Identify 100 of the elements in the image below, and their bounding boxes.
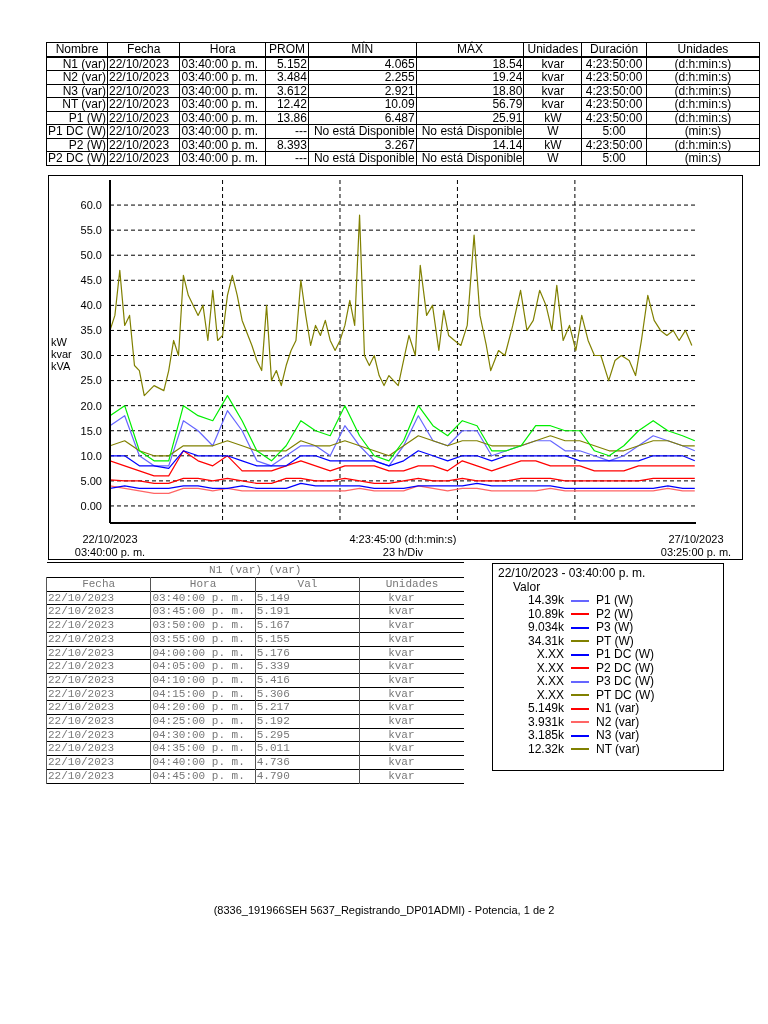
text: W [523, 124, 582, 138]
text: 6.487 [308, 110, 417, 125]
text: 03:40:00 p. m. [179, 83, 266, 98]
text: 04:30:00 p. m. [150, 728, 256, 742]
text: 22/10/2023 [46, 687, 151, 701]
text: P2 DC (W) [46, 151, 108, 165]
text: 22/10/2023 [107, 70, 180, 84]
text: X.XX [535, 660, 564, 675]
line-series [110, 410, 696, 467]
text: 04:40:00 p. m. [150, 755, 256, 770]
y-tick-label: 10.0 [80, 449, 102, 462]
text: Unidades [646, 42, 760, 57]
text: 4:23:50:00 [581, 70, 647, 84]
text: 22/10/2023 [107, 83, 180, 98]
text: 22/10/2023 [46, 618, 151, 633]
text: 22/10/2023 [107, 110, 180, 125]
text: kvar [359, 741, 464, 756]
text: Fecha [107, 42, 180, 57]
text: 22/10/2023 [46, 604, 151, 619]
text: 03:50:00 p. m. [150, 618, 256, 633]
text: 18.54 [416, 56, 524, 71]
text: 22/10/2023 [46, 714, 151, 729]
text: 13.86 [265, 110, 309, 125]
text: Fecha [46, 577, 151, 592]
text: No está Disponible [308, 124, 417, 138]
text: 03:40:00 p. m. [179, 70, 266, 84]
text: 03:40:00 p. m. [179, 56, 266, 71]
x-tick-label: 27/10/2023 03:25:00 p. m. [660, 533, 732, 558]
y-tick-label: 15.0 [80, 424, 102, 437]
line-series [110, 395, 696, 462]
text: (min:s) [646, 151, 760, 165]
text: Nombre [46, 42, 108, 57]
text: kvar [523, 83, 582, 98]
text: (d:h:min:s) [646, 83, 760, 98]
text: 04:25:00 p. m. [150, 714, 256, 729]
text: 4:23:50:00 [581, 83, 647, 98]
text: 22/10/2023 [46, 632, 151, 647]
text: 22/10/2023 [46, 755, 151, 770]
text: 22/10/2023 [107, 124, 180, 138]
text: 3.484 [265, 70, 309, 84]
text: 22/10/2023 [46, 700, 151, 715]
text: kW [523, 137, 582, 152]
text: kvar [359, 591, 464, 605]
text: kvar [359, 604, 464, 619]
text: 4:23:50:00 [581, 56, 647, 71]
text: 9.034k [526, 620, 564, 635]
text: kvar [359, 714, 464, 729]
line-series [110, 450, 696, 477]
text: 4.736 [255, 755, 360, 770]
text: 5.155 [255, 632, 360, 647]
text: 5.167 [255, 618, 360, 633]
text: 5.306 [255, 687, 360, 701]
text: No está Disponible [308, 151, 417, 165]
text: kvar [359, 632, 464, 647]
line-series [110, 485, 696, 495]
text: 5.191 [255, 604, 360, 619]
text: 4:23:50:00 [581, 137, 647, 152]
text: P1 DC (W) [46, 124, 108, 138]
text: 22/10/2023 [46, 646, 151, 660]
legend-title: 22/10/2023 - 03:40:00 p. m. [498, 566, 647, 581]
text: 03:45:00 p. m. [150, 604, 256, 619]
text: Hora [179, 42, 266, 57]
text: 5.149 [255, 591, 360, 605]
text: kvar [359, 646, 464, 660]
line-series [110, 450, 696, 469]
text: Unidades [359, 577, 464, 592]
text: 03:40:00 p. m. [179, 151, 266, 165]
text: 04:35:00 p. m. [150, 741, 256, 756]
text: 03:40:00 p. m. [179, 137, 266, 152]
text: 34.31k [526, 633, 564, 648]
text: kvar [359, 700, 464, 715]
text: N1 (var) (var) [46, 562, 464, 578]
text: kvar [359, 659, 464, 674]
text: 03:40:00 p. m. [150, 591, 256, 605]
text: X.XX [535, 647, 564, 662]
text: 5.416 [255, 673, 360, 688]
text: 22/10/2023 [107, 151, 180, 165]
text: 4.065 [308, 56, 417, 71]
y-tick-label: 5.00 [80, 474, 102, 487]
legend-label: P2 (W) [596, 606, 634, 621]
text: 5.339 [255, 659, 360, 674]
legend-label: NT (var) [596, 741, 640, 756]
text: kvar [359, 728, 464, 742]
text: (d:h:min:s) [646, 56, 760, 71]
text: 18.80 [416, 83, 524, 98]
text: W [523, 151, 582, 165]
text: 12.32k [526, 741, 564, 756]
text: 10.09 [308, 97, 417, 111]
text: 8.393 [265, 137, 309, 152]
text: 22/10/2023 [46, 741, 151, 756]
line-series [110, 214, 693, 397]
text: 03:40:00 p. m. [179, 124, 266, 138]
text: 14.39k [526, 593, 564, 608]
text: 03:40:00 p. m. [179, 110, 266, 125]
text: 04:10:00 p. m. [150, 673, 256, 688]
legend-label: N2 (var) [596, 714, 640, 729]
text: P1 (W) [46, 110, 108, 125]
text: Valor [512, 579, 542, 594]
x-tick-label: 4:23:45:00 (d:h:min:s) 23 h/Div [349, 533, 457, 558]
text: kvar [523, 56, 582, 71]
